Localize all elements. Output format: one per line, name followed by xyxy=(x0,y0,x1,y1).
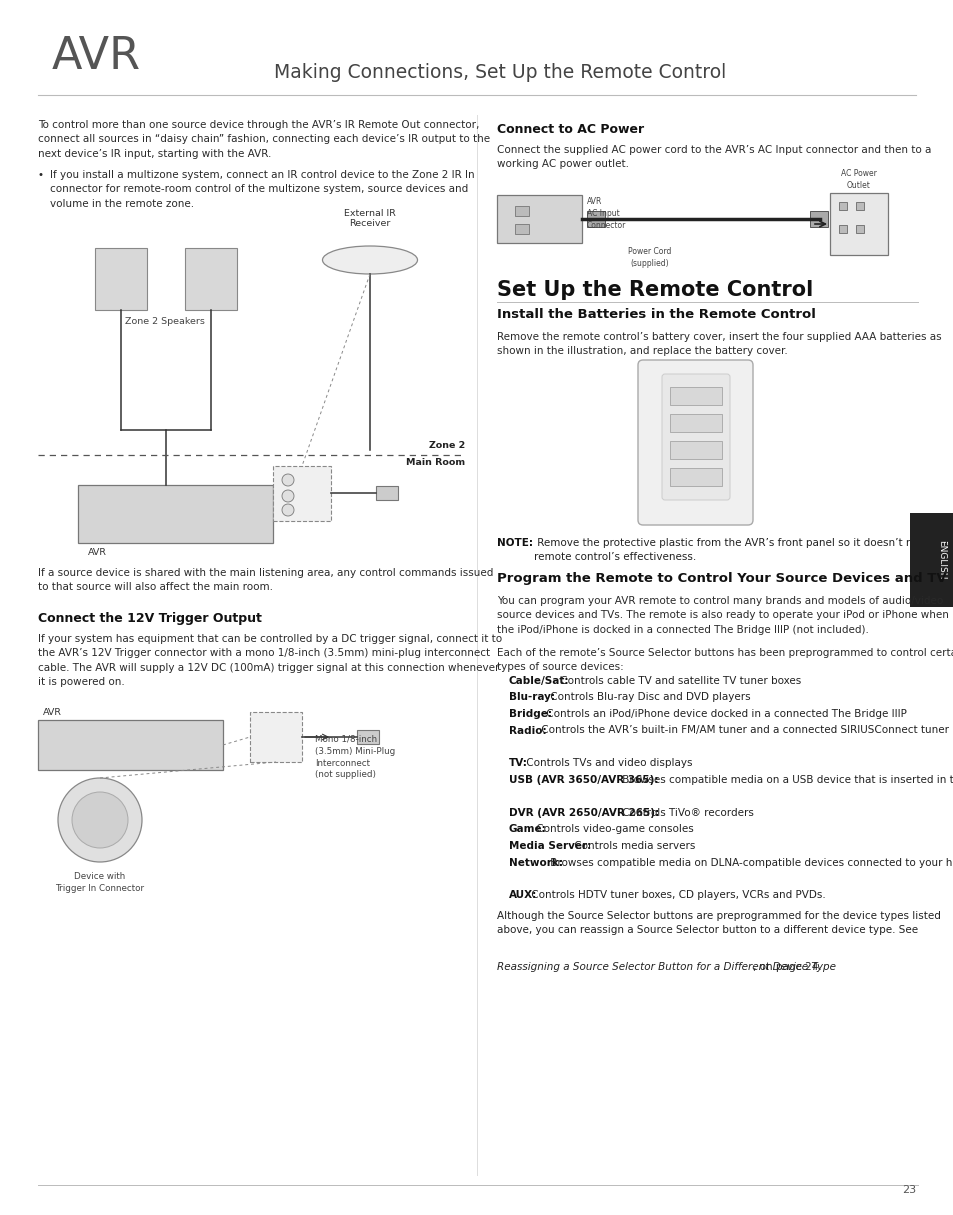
Bar xyxy=(250,712,302,762)
FancyBboxPatch shape xyxy=(661,374,729,501)
Text: USB (AVR 3650/AVR 365):: USB (AVR 3650/AVR 365): xyxy=(509,775,658,785)
Text: AVR: AVR xyxy=(43,708,62,717)
Text: TV:: TV: xyxy=(509,758,527,769)
Text: Browses compatible media on a USB device that is inserted in the AVR’s USB port : Browses compatible media on a USB device… xyxy=(618,775,953,785)
Text: AC Power
Outlet: AC Power Outlet xyxy=(841,169,876,190)
Text: Remove the protective plastic from the AVR’s front panel so it doesn’t reduce th: Remove the protective plastic from the A… xyxy=(534,538,953,563)
Bar xyxy=(497,194,581,243)
Circle shape xyxy=(71,792,128,848)
Bar xyxy=(855,225,863,233)
Text: •: • xyxy=(38,170,44,180)
Text: Connect the supplied AC power cord to the AVR’s AC Input connector and then to a: Connect the supplied AC power cord to th… xyxy=(497,145,930,169)
Bar xyxy=(669,468,721,486)
Text: 23: 23 xyxy=(901,1185,915,1196)
Text: Remove the remote control’s battery cover, insert the four supplied AAA batterie: Remove the remote control’s battery cove… xyxy=(497,332,941,356)
Text: AVR: AVR xyxy=(52,35,141,78)
Bar xyxy=(669,441,721,459)
Bar xyxy=(669,414,721,433)
Text: Controls Blu-ray Disc and DVD players: Controls Blu-ray Disc and DVD players xyxy=(547,693,750,702)
Text: AVR: AVR xyxy=(88,548,107,556)
Bar xyxy=(95,248,147,310)
Text: Main Room: Main Room xyxy=(405,458,464,467)
Text: AVR
AC Input
Connector: AVR AC Input Connector xyxy=(586,197,626,230)
Bar xyxy=(515,207,529,216)
Text: To control more than one source device through the AVR’s IR Remote Out connector: To control more than one source device t… xyxy=(38,120,490,159)
Bar xyxy=(78,485,273,543)
Text: Media Server:: Media Server: xyxy=(509,841,591,850)
Text: , on page 24.: , on page 24. xyxy=(752,962,821,972)
Text: Controls HDTV tuner boxes, CD players, VCRs and PVDs.: Controls HDTV tuner boxes, CD players, V… xyxy=(528,891,825,900)
Text: You can program your AVR remote to control many brands and models of audio/video: You can program your AVR remote to contr… xyxy=(497,597,948,634)
Circle shape xyxy=(282,474,294,486)
Text: If your system has equipment that can be controlled by a DC trigger signal, conn: If your system has equipment that can be… xyxy=(38,634,501,688)
Text: Controls the AVR’s built-in FM/AM tuner and a connected SIRIUSConnect tuner: Controls the AVR’s built-in FM/AM tuner … xyxy=(537,725,948,735)
Text: Controls TVs and video displays: Controls TVs and video displays xyxy=(523,758,692,769)
Circle shape xyxy=(282,504,294,516)
Bar xyxy=(829,193,887,255)
Text: Controls an iPod/iPhone device docked in a connected The Bridge IIIP: Controls an iPod/iPhone device docked in… xyxy=(542,710,905,719)
Bar xyxy=(185,248,236,310)
Text: Controls cable TV and satellite TV tuner boxes: Controls cable TV and satellite TV tuner… xyxy=(557,676,801,686)
FancyBboxPatch shape xyxy=(638,360,752,525)
Text: Connect the 12V Trigger Output: Connect the 12V Trigger Output xyxy=(38,612,262,625)
Bar xyxy=(586,211,604,227)
Text: Zone 2 Speakers: Zone 2 Speakers xyxy=(125,317,205,326)
Text: Cable/Sat:: Cable/Sat: xyxy=(509,676,569,686)
Text: Each of the remote’s Source Selector buttons has been preprogrammed to control c: Each of the remote’s Source Selector but… xyxy=(497,648,953,672)
Bar xyxy=(375,486,397,501)
Ellipse shape xyxy=(322,245,417,275)
Text: Controls TiVo® recorders: Controls TiVo® recorders xyxy=(618,808,754,818)
Text: Blu-ray:: Blu-ray: xyxy=(509,693,555,702)
Text: Browses compatible media on DLNA-compatible devices connected to your home netwo: Browses compatible media on DLNA-compati… xyxy=(547,858,953,868)
Text: Reassigning a Source Selector Button for a Different Device Type: Reassigning a Source Selector Button for… xyxy=(497,962,835,972)
Text: Connect to AC Power: Connect to AC Power xyxy=(497,123,643,136)
Text: Network:: Network: xyxy=(509,858,562,868)
Bar xyxy=(838,225,846,233)
Circle shape xyxy=(58,778,142,861)
Text: Although the Source Selector buttons are preprogrammed for the device types list: Although the Source Selector buttons are… xyxy=(497,911,940,950)
Bar xyxy=(669,388,721,405)
Bar xyxy=(855,202,863,210)
Text: If you install a multizone system, connect an IR control device to the Zone 2 IR: If you install a multizone system, conne… xyxy=(50,170,475,209)
Text: Mono 1/8-inch
(3.5mm) Mini-Plug
Interconnect
(not supplied): Mono 1/8-inch (3.5mm) Mini-Plug Intercon… xyxy=(314,735,395,779)
Text: Radio:: Radio: xyxy=(509,725,546,735)
Text: Making Connections, Set Up the Remote Control: Making Connections, Set Up the Remote Co… xyxy=(274,63,725,81)
Text: AUX:: AUX: xyxy=(509,891,537,900)
Text: Device with
Trigger In Connector: Device with Trigger In Connector xyxy=(55,872,145,893)
Text: Game:: Game: xyxy=(509,825,546,835)
Bar xyxy=(809,211,827,227)
Text: External IR
Receiver: External IR Receiver xyxy=(344,209,395,228)
Text: ENGLISH: ENGLISH xyxy=(937,541,945,580)
Text: Controls video-game consoles: Controls video-game consoles xyxy=(533,825,693,835)
Circle shape xyxy=(282,490,294,502)
Bar xyxy=(38,720,223,770)
Text: Bridge:: Bridge: xyxy=(509,710,552,719)
Bar xyxy=(273,467,331,521)
Text: Install the Batteries in the Remote Control: Install the Batteries in the Remote Cont… xyxy=(497,307,815,321)
Text: Controls media servers: Controls media servers xyxy=(571,841,695,850)
Text: NOTE:: NOTE: xyxy=(497,538,533,548)
Bar xyxy=(515,224,529,234)
Text: DVR (AVR 2650/AVR 265):: DVR (AVR 2650/AVR 265): xyxy=(509,808,659,818)
Text: Zone 2: Zone 2 xyxy=(428,441,464,450)
Bar xyxy=(356,730,378,744)
Text: Program the Remote to Control Your Source Devices and TV: Program the Remote to Control Your Sourc… xyxy=(497,572,945,584)
Text: Power Cord
(supplied): Power Cord (supplied) xyxy=(628,247,671,267)
Text: Set Up the Remote Control: Set Up the Remote Control xyxy=(497,279,812,300)
Bar xyxy=(838,202,846,210)
Text: If a source device is shared with the main listening area, any control commands : If a source device is shared with the ma… xyxy=(38,567,493,593)
